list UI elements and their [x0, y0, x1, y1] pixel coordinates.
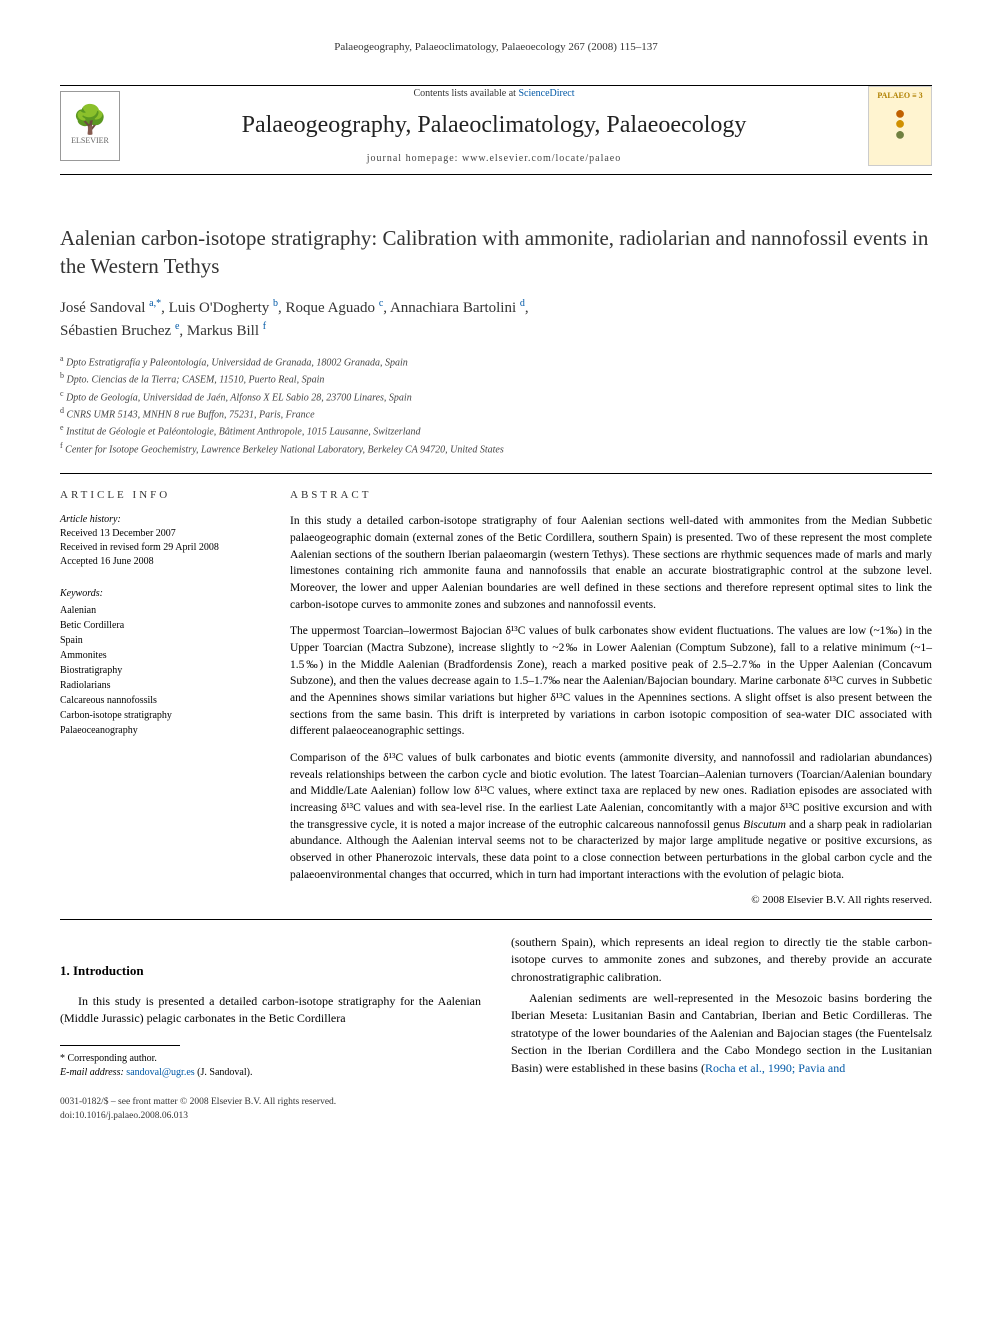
journal-title: Palaeogeography, Palaeoclimatology, Pala…: [134, 109, 854, 143]
email-person: (J. Sandoval).: [197, 1067, 252, 1078]
cover-label: PALAEO ≡ 3: [877, 90, 922, 101]
affiliation: a Dpto Estratigrafía y Paleontología, Un…: [60, 353, 932, 370]
affiliation: e Institut de Géologie et Paléontologie,…: [60, 422, 932, 439]
keywords-list: Aalenian Betic Cordillera Spain Ammonite…: [60, 603, 260, 738]
abstract-para: Comparison of the δ¹³C values of bulk ca…: [290, 750, 932, 883]
history-line: Received in revised form 29 April 2008: [60, 541, 260, 555]
keyword: Calcareous nannofossils: [60, 693, 260, 708]
article-title: Aalenian carbon-isotope stratigraphy: Ca…: [60, 225, 932, 280]
email-label: E-mail address:: [60, 1067, 124, 1078]
corresponding-author: * Corresponding author.: [60, 1052, 481, 1066]
doi-block: 0031-0182/$ – see front matter © 2008 El…: [60, 1096, 481, 1123]
affiliations: a Dpto Estratigrafía y Paleontología, Un…: [60, 353, 932, 457]
author-list: José Sandoval a,*, Luis O'Dogherty b, Ro…: [60, 296, 932, 343]
body-para: (southern Spain), which represents an id…: [511, 934, 932, 986]
abstract-head: ABSTRACT: [290, 488, 932, 503]
article-info-head: ARTICLE INFO: [60, 488, 260, 503]
history-label: Article history:: [60, 513, 260, 527]
elsevier-logo: 🌳 ELSEVIER: [60, 91, 120, 161]
journal-cover-thumbnail: PALAEO ≡ 3 ● ● ●: [868, 86, 932, 166]
keyword: Ammonites: [60, 648, 260, 663]
contents-lists-line: Contents lists available at ScienceDirec…: [134, 87, 854, 101]
body-para: In this study is presented a detailed ca…: [60, 993, 481, 1028]
keyword: Betic Cordillera: [60, 618, 260, 633]
article-history: Article history: Received 13 December 20…: [60, 513, 260, 569]
body-para: Aalenian sediments are well-represented …: [511, 990, 932, 1077]
elsevier-tree-icon: 🌳: [73, 107, 108, 135]
elsevier-label: ELSEVIER: [71, 135, 109, 146]
body-two-column: 1. Introduction In this study is present…: [60, 934, 932, 1123]
journal-masthead: 🌳 ELSEVIER Contents lists available at S…: [60, 86, 932, 175]
footnote-separator: [60, 1045, 180, 1046]
running-head: Palaeogeography, Palaeoclimatology, Pala…: [60, 40, 932, 55]
keyword: Aalenian: [60, 603, 260, 618]
keyword: Palaeoceanography: [60, 723, 260, 738]
abstract-column: ABSTRACT In this study a detailed carbon…: [290, 488, 932, 909]
keyword: Radiolarians: [60, 678, 260, 693]
section-heading-introduction: 1. Introduction: [60, 962, 481, 981]
keyword: Spain: [60, 633, 260, 648]
keyword: Biostratigraphy: [60, 663, 260, 678]
affiliation: d CNRS UMR 5143, MNHN 8 rue Buffon, 7523…: [60, 405, 932, 422]
abstract-para: In this study a detailed carbon-isotope …: [290, 513, 932, 613]
cover-dots-icon: ● ● ●: [895, 108, 906, 140]
contents-prefix: Contents lists available at: [413, 88, 518, 99]
sciencedirect-link[interactable]: ScienceDirect: [518, 88, 574, 99]
email-address[interactable]: sandoval@ugr.es: [126, 1067, 194, 1078]
history-line: Accepted 16 June 2008: [60, 555, 260, 569]
article-info-column: ARTICLE INFO Article history: Received 1…: [60, 488, 260, 909]
keyword: Carbon-isotope stratigraphy: [60, 708, 260, 723]
doi-line: doi:10.1016/j.palaeo.2008.06.013: [60, 1110, 481, 1123]
history-line: Received 13 December 2007: [60, 527, 260, 541]
separator-rule: [60, 473, 932, 474]
abstract-text: In this study a detailed carbon-isotope …: [290, 513, 932, 883]
email-line: E-mail address: sandoval@ugr.es (J. Sand…: [60, 1066, 481, 1080]
abstract-para: The uppermost Toarcian–lowermost Bajocia…: [290, 623, 932, 740]
front-matter-line: 0031-0182/$ – see front matter © 2008 El…: [60, 1096, 481, 1109]
footnotes: * Corresponding author. E-mail address: …: [60, 1052, 481, 1080]
abstract-copyright: © 2008 Elsevier B.V. All rights reserved…: [290, 893, 932, 908]
keywords-label: Keywords:: [60, 587, 260, 601]
separator-rule: [60, 919, 932, 920]
journal-homepage: journal homepage: www.elsevier.com/locat…: [134, 152, 854, 166]
affiliation: b Dpto. Ciencias de la Tierra; CASEM, 11…: [60, 370, 932, 387]
affiliation: c Dpto de Geología, Universidad de Jaén,…: [60, 388, 932, 405]
affiliation: f Center for Isotope Geochemistry, Lawre…: [60, 440, 932, 457]
